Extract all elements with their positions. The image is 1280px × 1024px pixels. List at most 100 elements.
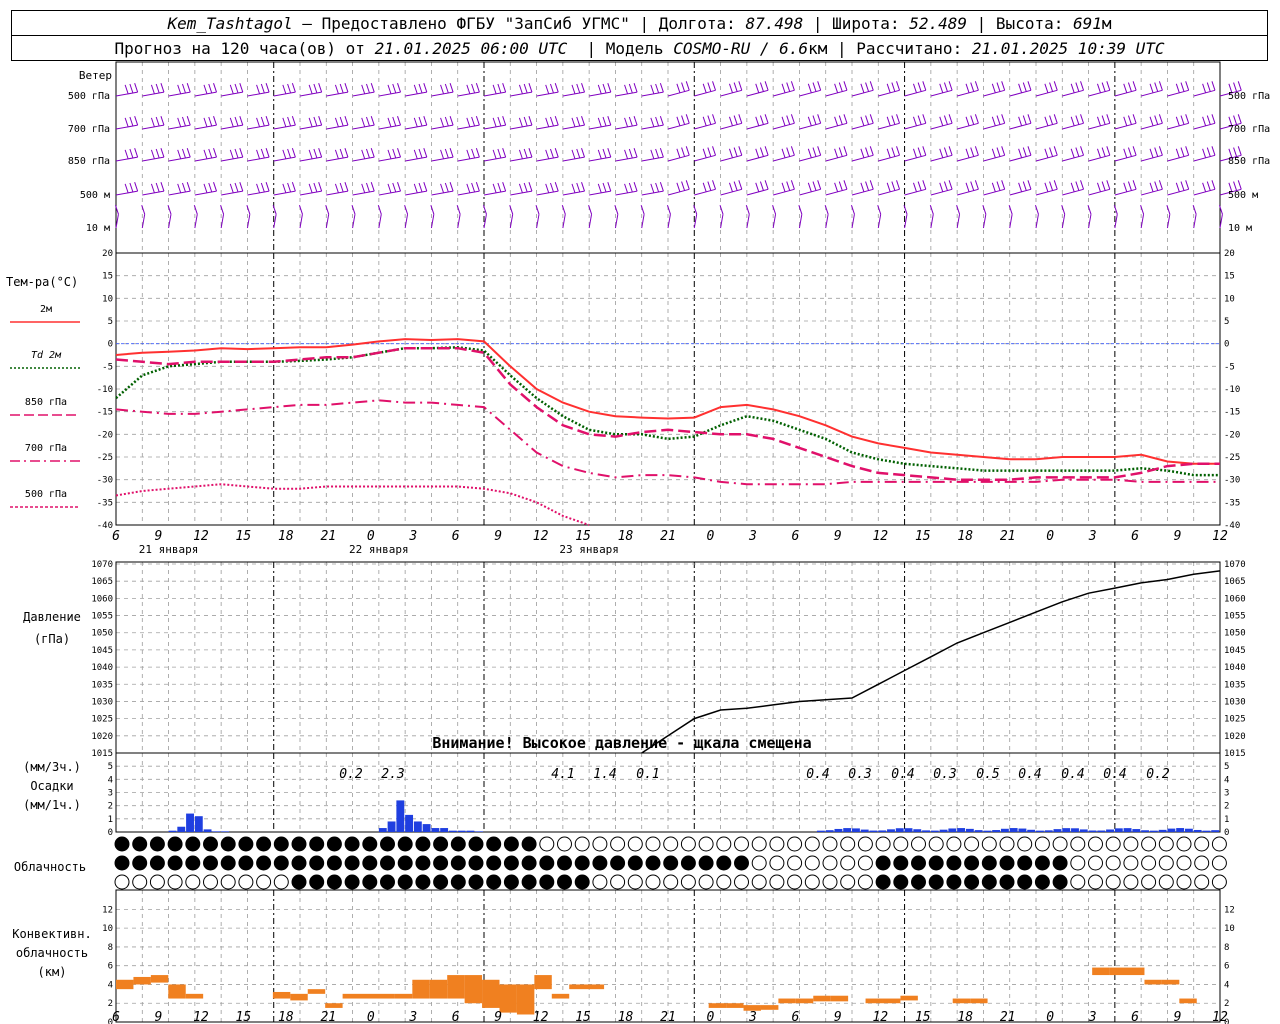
wind-barb-feather [948, 81, 953, 91]
wind-barb-shaft [851, 122, 874, 130]
cloud-cover-symbol [574, 874, 590, 890]
cloud-cover-symbol [397, 855, 413, 871]
wind-barb-feather [387, 117, 392, 128]
wind-barb-shaft [378, 91, 401, 97]
wind-barb-feather [554, 182, 559, 192]
cloud-cover-symbol [149, 836, 165, 852]
wind-barb-feather [759, 181, 764, 191]
wind-barb-shaft [851, 154, 874, 162]
wind-barb-feather [865, 115, 870, 125]
wind-barb-feather [1018, 182, 1023, 192]
wind-barb-shaft [694, 89, 716, 97]
wind-barb-feather [466, 84, 471, 95]
precip-bar [1176, 828, 1185, 832]
wind-barb-feather [449, 83, 454, 93]
wind-barb-feather [633, 148, 638, 158]
wind-barb-feather [1106, 81, 1111, 91]
wind-barb-feather [150, 84, 155, 95]
wind-barb-feather [160, 182, 165, 192]
wind-barb-feather [1149, 182, 1154, 192]
wind-barb-feather [177, 84, 182, 95]
wind-barb-shaft [1009, 122, 1032, 130]
wind-barb-feather [917, 115, 922, 125]
precip-bar [878, 830, 887, 832]
prec-tick-right: 4 [1224, 775, 1229, 785]
wind-barb-feather [1113, 205, 1118, 215]
wind-barb-shaft [141, 214, 146, 229]
wind-barb-feather [444, 83, 449, 94]
wind-barb-feather [344, 182, 349, 192]
wind-barb-shaft [168, 91, 191, 97]
cloud-cover-symbol [964, 874, 980, 890]
wind-barb-feather [624, 183, 629, 194]
wind-barb-feather [497, 148, 502, 159]
pres-tick-left: 1020 [91, 732, 113, 742]
wind-barb-feather [728, 116, 733, 126]
wind-barb-feather [886, 116, 891, 126]
time-tick-label-bottom: 12 [193, 1010, 209, 1024]
cloud-cover-symbol [1034, 836, 1050, 852]
wind-barb-feather [812, 82, 817, 92]
wind-barb-shaft [431, 124, 454, 130]
time-tick-label: 6 [452, 529, 460, 544]
wind-barb-feather [1022, 181, 1027, 191]
prec-tick-left: 1 [108, 815, 113, 825]
time-tick-label-bottom: 9 [155, 1010, 163, 1024]
wind-barb-feather [397, 148, 401, 158]
wind-barb-feather [141, 205, 146, 215]
wind-barb-feather [650, 183, 655, 194]
time-tick-label-bottom: 15 [236, 1010, 252, 1024]
time-tick-label-bottom: 0 [707, 1010, 715, 1024]
time-tick-label: 9 [834, 529, 842, 544]
cloud-cover-symbol [787, 855, 803, 871]
time-tick-label-bottom: 6 [791, 1010, 799, 1024]
wind-barb-shaft [1114, 188, 1137, 196]
wind-barb-feather [1022, 147, 1027, 157]
wind-barb-shaft [983, 122, 1005, 130]
wind-barb-feather [912, 116, 917, 126]
wind-barb-feather [134, 83, 139, 93]
wind-barb-feather [186, 182, 191, 192]
cloud-cover-symbol [1123, 836, 1139, 852]
lat-label: Широта: [832, 13, 900, 33]
wind-barb-feather [392, 148, 397, 159]
wind-barb-feather [824, 205, 829, 215]
time-tick-label-bottom: 6 [1131, 1010, 1139, 1024]
cloud-cover-symbol [203, 836, 218, 852]
wind-barb-feather [996, 115, 1001, 125]
wind-barb-feather [155, 116, 160, 127]
wind-barb-feather [1233, 147, 1238, 157]
cloud-cover-symbol [1088, 836, 1103, 852]
wind-barb-feather [886, 83, 891, 93]
convective-bar [482, 979, 500, 1008]
wind-barb-feather [1044, 116, 1049, 126]
wind-barb-feather [588, 205, 593, 215]
wind-barb-shaft [1219, 154, 1242, 162]
wind-barb-shaft [457, 124, 480, 130]
wind-barb-feather [707, 82, 712, 92]
cloud-cover-symbol [875, 874, 891, 890]
wind-barb-shaft [589, 91, 611, 97]
wind-barb-shaft [273, 91, 296, 97]
wind-barb-feather [860, 182, 865, 192]
convective-bar [150, 975, 169, 983]
wind-barb-shaft [773, 154, 795, 162]
wind-barb-shaft [405, 190, 427, 196]
wind-barb-feather [1185, 114, 1190, 124]
wind-barb-feather [996, 147, 1001, 157]
pres-tick-left: 1050 [91, 629, 113, 639]
wind-barb-shaft [352, 156, 375, 162]
wind-barb-feather [466, 149, 471, 160]
wind-barb-shaft [326, 124, 349, 130]
wind-barb-shaft [641, 214, 645, 229]
time-tick-label: 9 [494, 529, 502, 544]
cloud-cover-symbol [804, 874, 820, 890]
cloud-cover-symbol [981, 855, 997, 871]
wind-barb-feather [812, 115, 817, 125]
precip-bar [1211, 830, 1220, 832]
wind-barb-feather [1132, 114, 1137, 124]
wind-barb-shaft [221, 156, 243, 162]
wind-barb-feather [160, 83, 165, 93]
wind-barb-feather [318, 83, 323, 93]
wind-barb-shaft [483, 91, 506, 97]
